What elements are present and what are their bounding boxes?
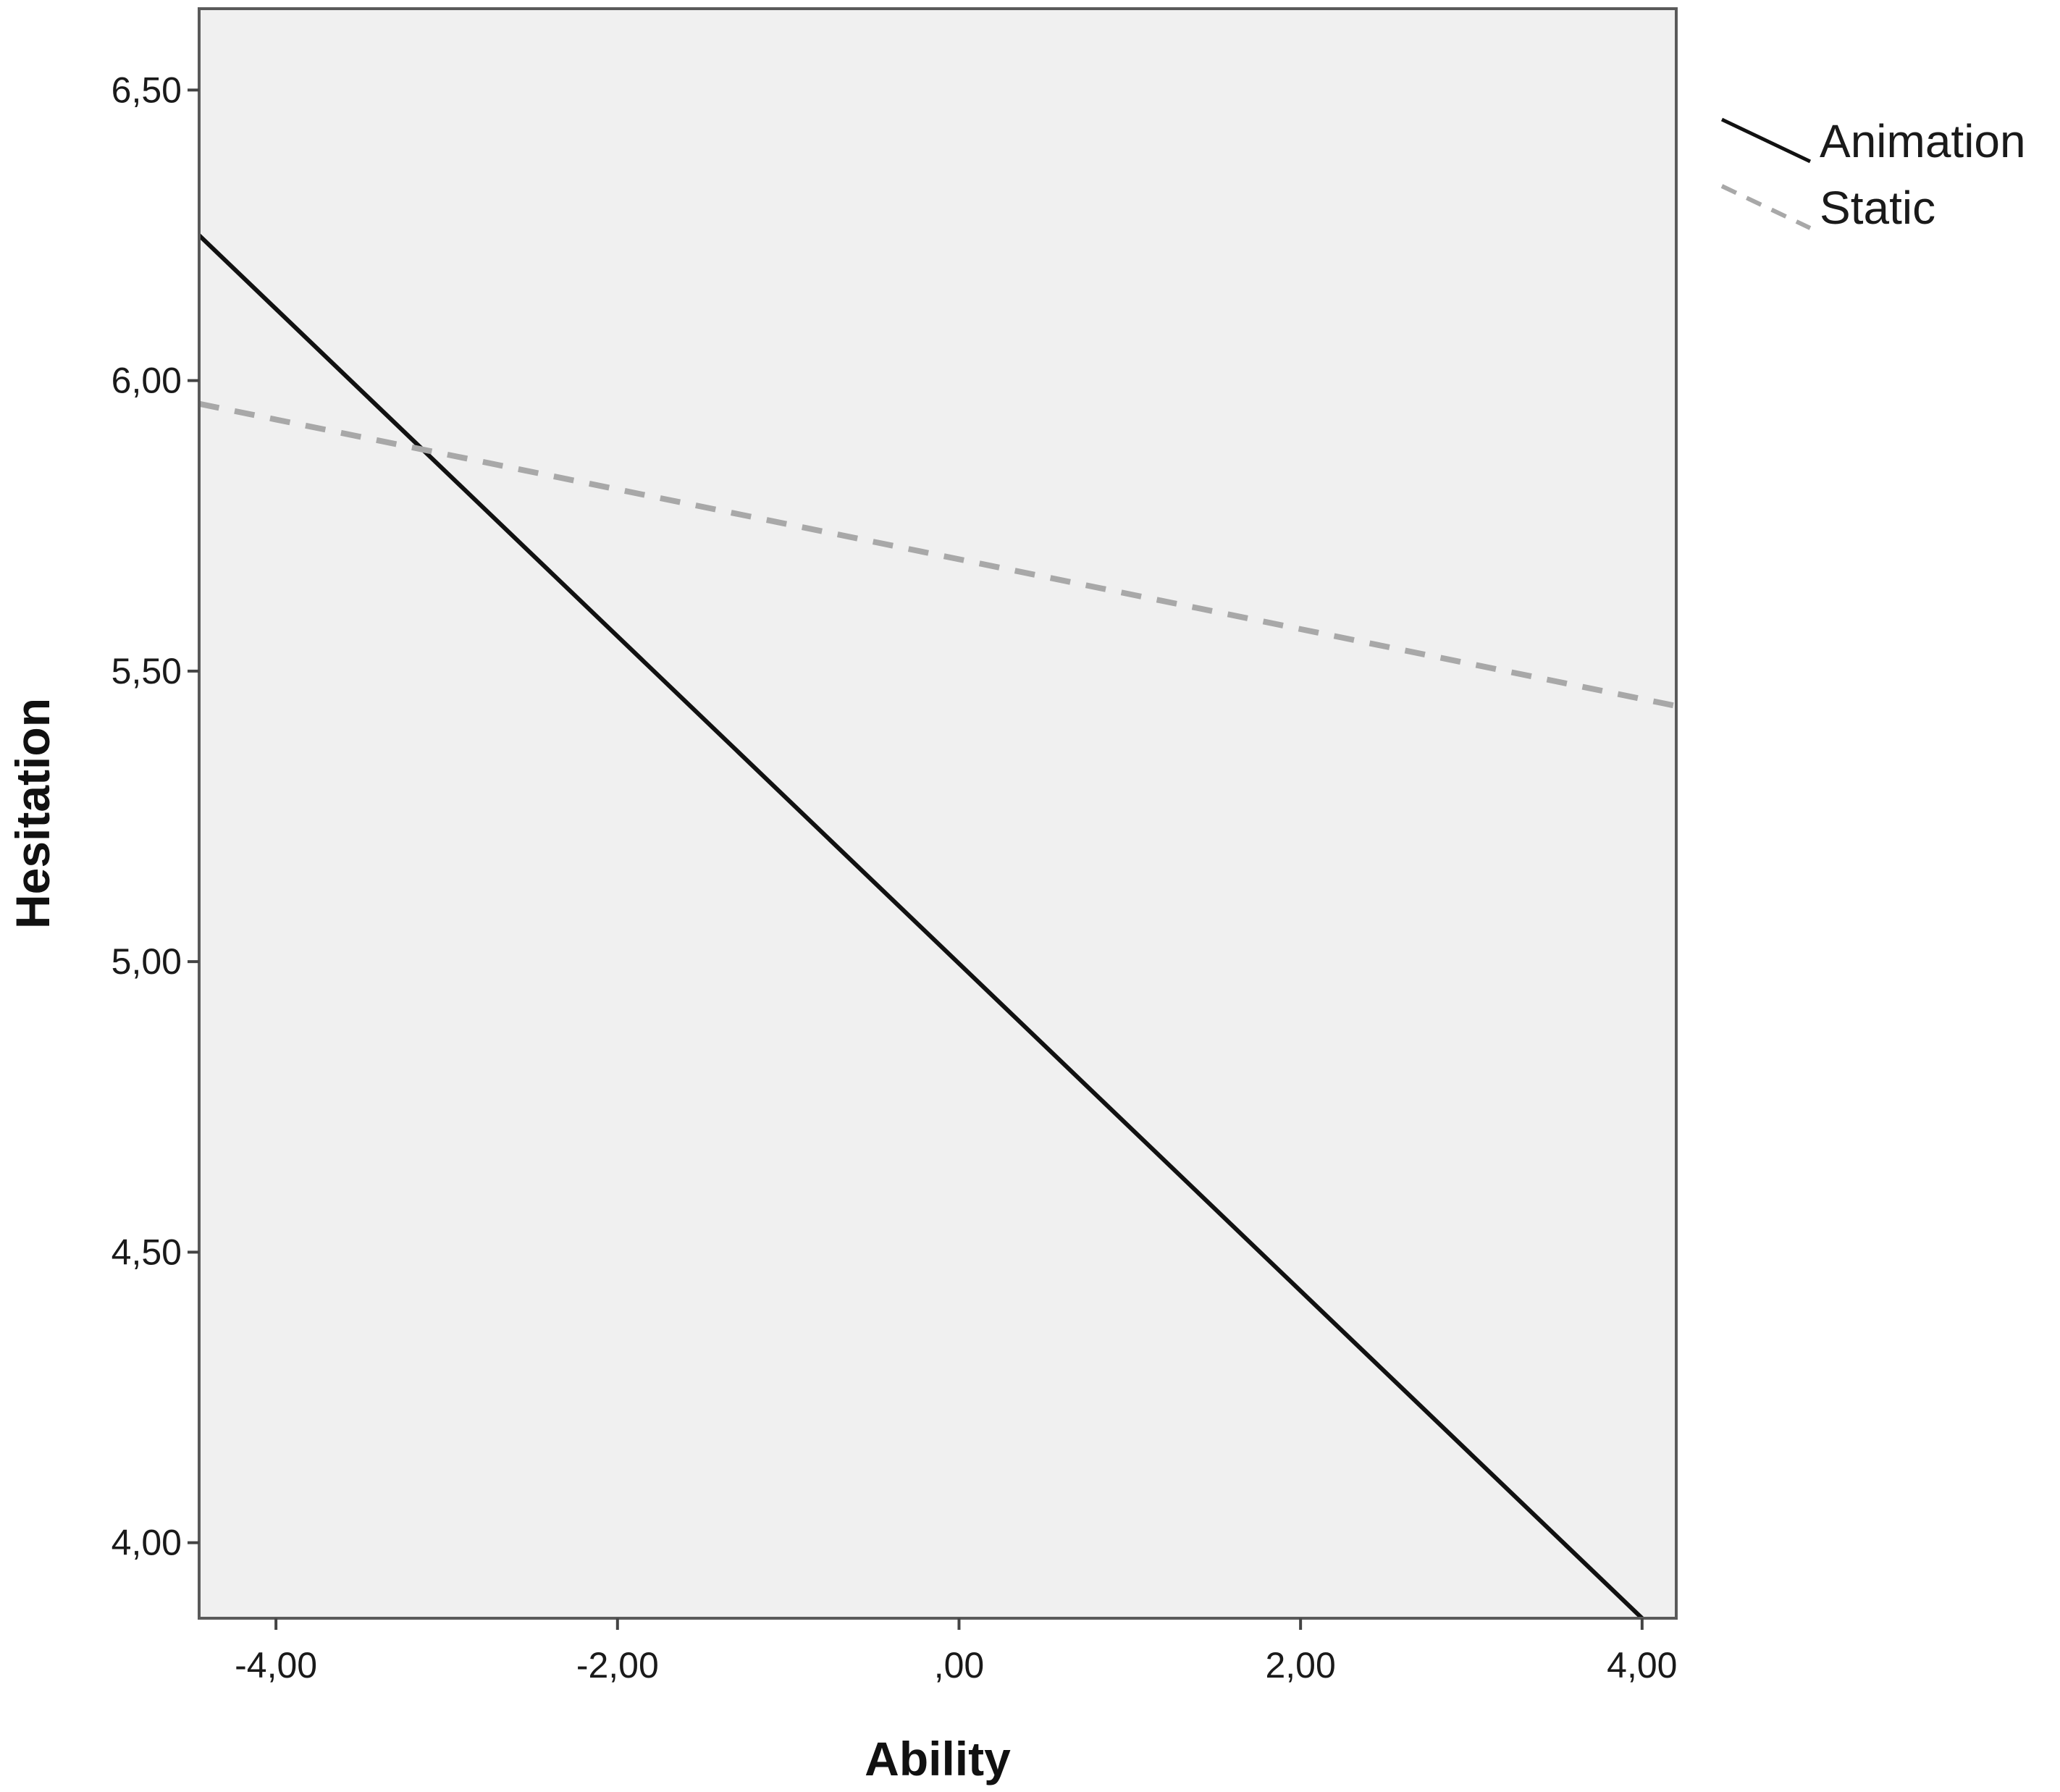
x-axis-title: Ability (865, 1732, 1011, 1785)
x-tick-label: -4,00 (235, 1645, 317, 1686)
y-tick-label: 5,50 (112, 651, 182, 691)
x-tick-label: -2,00 (576, 1645, 659, 1686)
plot-frame (198, 7, 1678, 1620)
y-tick-label: 4,00 (112, 1523, 182, 1563)
legend-swatch-static (1720, 184, 1812, 230)
series-layer (199, 233, 1676, 1618)
y-tick-label: 4,50 (112, 1232, 182, 1272)
y-axis-title: Hesitation (6, 698, 59, 929)
x-tick-label: 2,00 (1265, 1645, 1335, 1686)
axis-layer: 4,00 4,50 5,00 5,50 6,00 6,50 -4,00 -2,00 ,00 2,0… (112, 70, 1678, 1686)
legend: Animation Static (1720, 115, 2026, 234)
y-tick-label: 5,00 (112, 941, 182, 982)
x-tick-label: ,00 (934, 1645, 985, 1686)
y-tick-label: 6,00 (112, 361, 182, 401)
series-line-animation (199, 233, 1644, 1618)
y-tick-label: 6,50 (112, 70, 182, 110)
legend-label-static: Static (1820, 182, 1935, 234)
plot-area (199, 9, 1676, 1618)
legend-swatch-animation (1720, 117, 1812, 164)
legend-label-animation: Animation (1820, 115, 2026, 167)
x-tick-label: 4,00 (1607, 1645, 1677, 1686)
